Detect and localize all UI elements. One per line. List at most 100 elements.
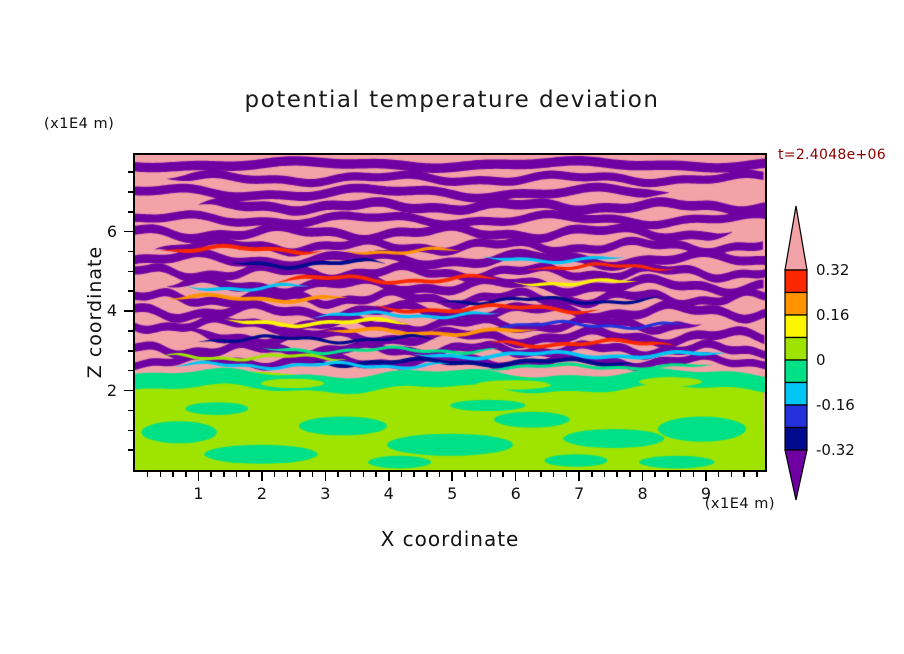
x-tick (756, 472, 758, 477)
colorbar-arrow-bottom (784, 449, 808, 501)
x-tick (438, 472, 441, 477)
colorbar-segment (784, 426, 808, 451)
plot-frame (133, 153, 767, 472)
x-tick (337, 472, 339, 477)
x-tick (451, 472, 453, 481)
x-tick (641, 472, 644, 481)
colorbar-label: -0.32 (816, 441, 855, 459)
x-tick (375, 472, 377, 477)
z-tick (128, 330, 133, 332)
x-tick (400, 472, 403, 477)
colorbar-segment (784, 336, 808, 361)
z-tick (128, 350, 133, 352)
x-tick (654, 472, 656, 477)
x-tick (464, 472, 466, 477)
z-tick (128, 369, 133, 372)
x-tick (476, 472, 479, 477)
z-tick (128, 211, 133, 213)
colorbar-segment (784, 269, 808, 294)
x-tick (502, 472, 504, 477)
z-axis-unit-label: (x1E4 m) (44, 116, 115, 132)
x-tick (159, 472, 162, 477)
x-tick (578, 472, 580, 481)
chart-title: potential temperature deviation (244, 87, 660, 113)
colorbar-segment (784, 291, 808, 316)
time-annotation: t=2.4048e+06 (778, 147, 886, 163)
colorbar-label: -0.16 (816, 396, 855, 414)
colorbar-label: 0.16 (816, 306, 850, 324)
x-tick (616, 472, 618, 477)
z-tick-label: 6 (106, 221, 117, 241)
x-tick (248, 472, 250, 477)
x-tick (223, 472, 225, 477)
x-tick (185, 472, 187, 477)
x-tick (692, 472, 695, 477)
z-tick (128, 409, 133, 412)
z-tick (124, 230, 133, 233)
x-tick (540, 472, 542, 477)
x-tick (489, 472, 492, 477)
x-tick (324, 472, 327, 481)
x-axis-title: X coordinate (380, 527, 520, 551)
x-tick (235, 472, 238, 477)
z-tick (128, 191, 133, 193)
z-tick (128, 250, 133, 253)
colorbar-label: 0.32 (816, 261, 850, 279)
x-tick (299, 472, 301, 477)
x-tick (565, 472, 568, 477)
x-tick (261, 472, 263, 481)
x-tick (705, 472, 707, 481)
colorbar-segment (784, 359, 808, 384)
colorbar-segment (784, 314, 808, 339)
x-tick (717, 472, 720, 477)
z-tick (124, 389, 133, 392)
x-tick (273, 472, 276, 477)
x-tick (388, 472, 390, 481)
x-tick (349, 472, 352, 477)
x-tick (629, 472, 631, 477)
x-tick-label: 7 (574, 484, 585, 503)
x-tick (667, 472, 669, 477)
x-tick-label: 6 (510, 484, 521, 503)
x-tick (197, 472, 200, 481)
z-tick-label: 2 (106, 380, 117, 400)
x-tick (146, 472, 149, 477)
x-tick (591, 472, 593, 477)
z-tick (128, 270, 133, 273)
colorbar-label: 0 (816, 351, 826, 369)
x-tick-label: 5 (447, 484, 458, 503)
z-tick (124, 310, 133, 312)
x-tick-label: 9 (700, 484, 712, 503)
x-tick (413, 472, 415, 477)
x-tick-label: 3 (320, 484, 331, 503)
z-tick (128, 171, 133, 173)
z-tick (128, 429, 133, 432)
x-tick (362, 472, 365, 477)
contour-field-canvas (135, 155, 765, 470)
x-tick (552, 472, 555, 477)
x-tick (730, 472, 733, 477)
x-tick (603, 472, 606, 477)
x-tick-label: 4 (383, 484, 394, 503)
x-tick-label: 8 (637, 484, 648, 503)
colorbar-arrow-top (784, 205, 808, 271)
x-tick (743, 472, 745, 477)
x-tick (527, 472, 530, 477)
z-tick (128, 290, 133, 292)
x-tick-label: 2 (256, 484, 267, 503)
x-tick (679, 472, 682, 477)
x-tick (172, 472, 174, 477)
colorbar-segment (784, 404, 808, 429)
x-tick (210, 472, 212, 477)
z-tick (128, 449, 133, 451)
z-tick-label: 4 (106, 301, 117, 321)
x-tick (286, 472, 289, 477)
x-tick (514, 472, 517, 481)
x-axis-unit-label: (x1E4 m) (704, 496, 775, 512)
x-tick-label: 1 (193, 484, 204, 503)
x-tick (311, 472, 314, 477)
x-tick (426, 472, 428, 477)
colorbar (784, 205, 808, 501)
colorbar-segment (784, 381, 808, 406)
